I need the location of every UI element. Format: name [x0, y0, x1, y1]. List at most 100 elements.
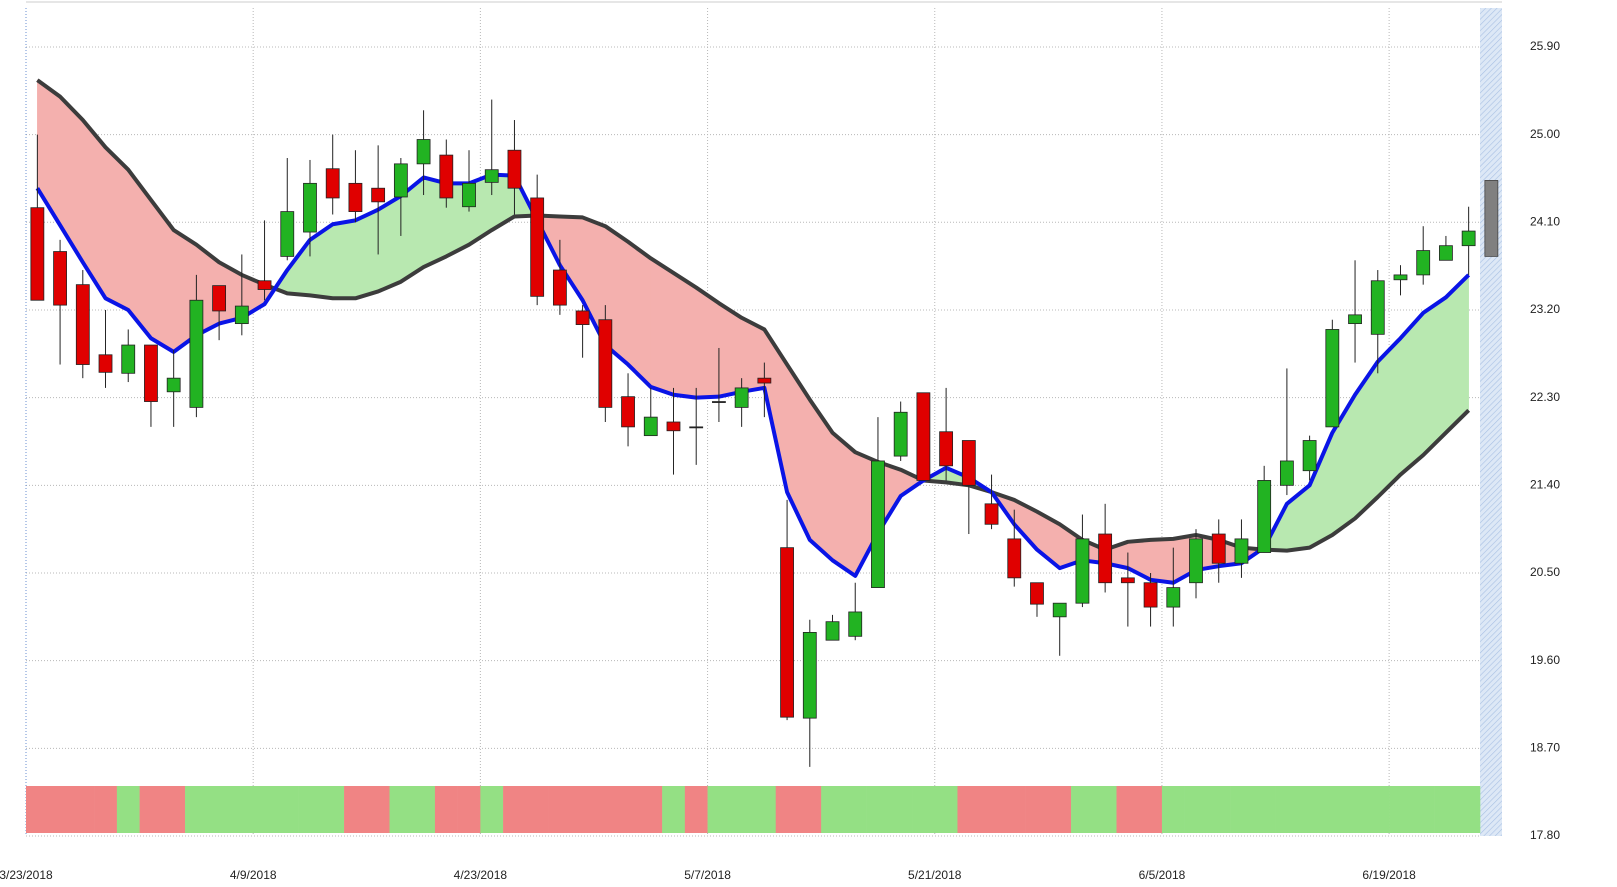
projection-candle [1484, 180, 1499, 257]
candle-body [712, 401, 726, 403]
candle-body [166, 377, 181, 393]
candle-body [1075, 538, 1090, 604]
candle-body [53, 251, 67, 306]
candle-body [1439, 245, 1453, 261]
candle-body [757, 377, 772, 384]
signal-band-cell [1298, 786, 1322, 833]
candle-body [1325, 329, 1340, 428]
signal-band-cell [389, 786, 413, 833]
candle-body [1461, 230, 1476, 247]
signal-band-cell [162, 786, 186, 833]
y-tick-label: 18.70 [1530, 741, 1560, 755]
signal-band-cell [366, 786, 390, 833]
candle-body [507, 149, 522, 189]
signal-band-cell [275, 786, 299, 833]
candle-body [30, 207, 45, 301]
candle-body [1393, 274, 1408, 281]
candle-body [462, 182, 476, 208]
signal-band-cell [1411, 786, 1435, 833]
candle-body [75, 284, 90, 365]
signal-band-cell [1343, 786, 1367, 833]
ma-fill [1445, 274, 1469, 434]
candle-body [1007, 538, 1022, 579]
candle-body [1348, 314, 1362, 325]
candle-body [802, 632, 817, 719]
signal-band-cell [593, 786, 617, 833]
signal-band-cell [843, 786, 867, 833]
candle-body [689, 426, 704, 429]
x-tick-label: 6/5/2018 [1139, 868, 1186, 882]
signal-band-cell [139, 786, 163, 833]
signal-band-cell [1366, 786, 1390, 833]
x-tick-label: 5/21/2018 [908, 868, 962, 882]
ma-fill [832, 432, 856, 577]
signal-band-cell [866, 786, 890, 833]
candle-body [484, 169, 499, 183]
y-tick-label: 20.50 [1530, 565, 1560, 579]
signal-band-cell [684, 786, 708, 833]
signal-band-cell [798, 786, 822, 833]
candle-body [1416, 250, 1431, 276]
signal-band-cell [548, 786, 572, 833]
ma-fill [1150, 538, 1174, 584]
x-tick-label: 4/9/2018 [230, 868, 277, 882]
ma-fill [377, 195, 402, 292]
candle-body [416, 139, 431, 165]
signal-band-cell [707, 786, 731, 833]
candle-body [257, 280, 272, 290]
candle-body [348, 182, 363, 212]
candle-body [643, 416, 658, 437]
candle-body [598, 319, 613, 408]
ma-fill [105, 146, 129, 311]
candle-body [393, 163, 408, 198]
candle-body [939, 431, 954, 467]
candle-body [1030, 582, 1044, 605]
candle-body [1234, 538, 1249, 564]
candle-body [1098, 533, 1113, 584]
candle-body [1211, 533, 1226, 564]
candle-body [439, 154, 454, 199]
signal-band-cell [1161, 786, 1185, 833]
signal-band-cell [662, 786, 686, 833]
signal-band-cell [730, 786, 754, 833]
ma-fill [1377, 337, 1401, 498]
signal-band-cell [503, 786, 527, 833]
signal-band-cell [71, 786, 95, 833]
signal-band-cell [1434, 786, 1458, 833]
candle-body [825, 621, 840, 641]
signal-band-cell [1002, 786, 1026, 833]
ma-fill [650, 257, 674, 396]
ma-fill [1422, 296, 1447, 456]
candle-body [666, 421, 681, 432]
signal-band-cell [1457, 786, 1481, 833]
signal-band-cell [207, 786, 231, 833]
candle-body [1166, 587, 1181, 608]
candle-body [1189, 538, 1203, 584]
signal-band-cell [1252, 786, 1276, 833]
candle-body [575, 310, 590, 325]
y-tick-label: 25.00 [1530, 127, 1560, 141]
candle-body [303, 182, 317, 233]
candle-body [212, 285, 227, 312]
candle-body [325, 168, 340, 199]
y-tick-label: 22.30 [1530, 390, 1560, 404]
signal-band-cell [1025, 786, 1049, 833]
candle-body [734, 387, 749, 408]
signal-band-cell [185, 786, 209, 833]
signal-band-cell [1093, 786, 1117, 833]
candle-body [1370, 280, 1385, 335]
signal-band-cell [457, 786, 481, 833]
y-tick-label: 21.40 [1530, 477, 1560, 491]
candle-body [530, 197, 545, 297]
signal-band-cell [980, 786, 1004, 833]
x-tick-label: 3/23/2018 [0, 868, 53, 882]
signal-band-cell [912, 786, 936, 833]
signal-band-cell [434, 786, 458, 833]
candle-body [1257, 480, 1272, 553]
signal-band-cell [1184, 786, 1208, 833]
signal-band-cell [480, 786, 504, 833]
ma-fill [695, 287, 720, 398]
signal-band-cell [94, 786, 118, 833]
candle-body [280, 211, 295, 257]
moving-average-line [35, 172, 1471, 585]
